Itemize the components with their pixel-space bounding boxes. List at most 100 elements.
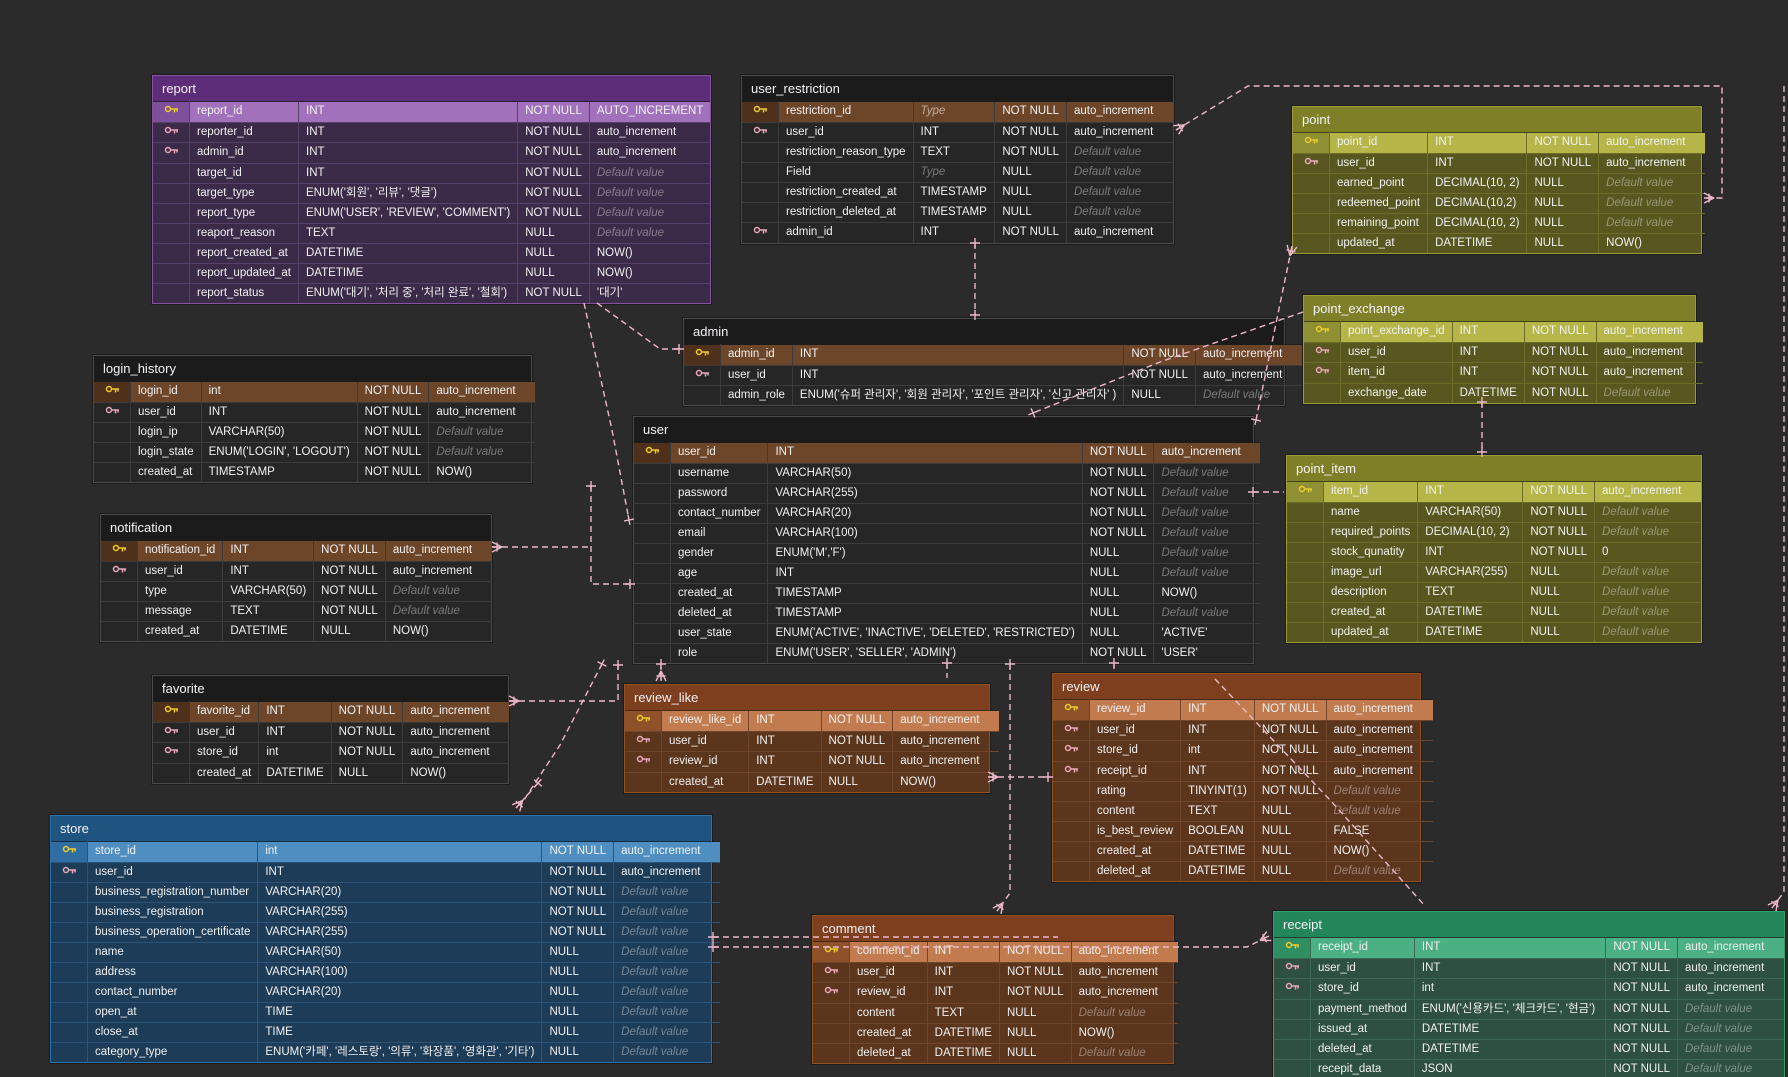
table-row[interactable]: report_updated_at DATETIME NULL NOW(): [153, 262, 711, 284]
table-row[interactable]: created_at DATETIME NULL NOW(): [1053, 841, 1433, 862]
table-row[interactable]: user_id INT NOT NULL auto_increment: [1293, 152, 1706, 174]
table-row[interactable]: reaport_reason TEXT NULL Default value: [153, 222, 711, 244]
table-row[interactable]: created_at TIMESTAMP NULL NOW(): [634, 582, 1261, 604]
table-row[interactable]: restriction_id Type NOT NULL auto_increment: [742, 101, 1173, 123]
table-row[interactable]: deleted_at DATETIME NOT NULL Default value: [1274, 1038, 1784, 1060]
table-row[interactable]: user_id INT NOT NULL auto_increment: [1274, 957, 1784, 979]
table-row[interactable]: user_id INT NOT NULL auto_increment: [153, 721, 510, 743]
table-row[interactable]: content TEXT NULL Default value: [1053, 801, 1433, 822]
table-point_item[interactable]: point_item item_id INT NOT NULL auto_increme…: [1286, 455, 1702, 643]
table-row[interactable]: user_id INT NOT NULL auto_increment: [742, 121, 1173, 143]
table-point_exchange[interactable]: point_exchange point_exchange_id INT NOT NU…: [1303, 295, 1703, 404]
table-row[interactable]: store_id int NOT NULL auto_increment: [51, 841, 721, 863]
table-row[interactable]: target_type ENUM('회원', '리뷰', '댓글') NOT NUL…: [153, 182, 711, 204]
table-row[interactable]: admin_id INT NOT NULL auto_increment: [153, 142, 711, 164]
table-row[interactable]: report_status ENUM('대기', '처리 중', '처리 완료',…: [153, 282, 711, 303]
table-row[interactable]: redeemed_point DECIMAL(10,2) NULL Default v…: [1293, 193, 1706, 214]
table-store[interactable]: store store_id int NOT NULL auto_increment us…: [50, 815, 721, 1064]
table-row[interactable]: review_like_id INT NOT NULL auto_increment: [625, 710, 1000, 732]
table-row[interactable]: recepit_data JSON NOT NULL Default value: [1274, 1058, 1784, 1077]
table-row[interactable]: earned_point DECIMAL(10, 2) NULL Default va…: [1293, 173, 1706, 194]
table-review[interactable]: review review_id INT NOT NULL auto_increment…: [1052, 673, 1433, 883]
table-row[interactable]: point_id INT NOT NULL auto_increment: [1293, 132, 1706, 154]
table-title-admin[interactable]: admin: [684, 319, 1284, 344]
table-row[interactable]: open_at TIME NULL Default value: [51, 1002, 721, 1023]
table-title-point[interactable]: point: [1293, 107, 1701, 132]
table-row[interactable]: report_id INT NOT NULL AUTO_INCREMENT: [153, 101, 711, 123]
table-row[interactable]: is_best_review BOOLEAN NULL FALSE: [1053, 821, 1433, 842]
table-row[interactable]: created_at DATETIME NULL NOW(): [625, 771, 1000, 792]
table-row[interactable]: username VARCHAR(50) NOT NULL Default value: [634, 462, 1261, 484]
table-row[interactable]: updated_at DATETIME NULL NOW(): [1293, 233, 1706, 254]
table-row[interactable]: business_registration_number VARCHAR(20) N…: [51, 882, 721, 903]
table-row[interactable]: description TEXT NULL Default value: [1287, 581, 1701, 603]
table-row[interactable]: role ENUM('USER', 'SELLER', 'ADMIN') NOT N…: [634, 642, 1261, 663]
table-row[interactable]: category_type ENUM('카페', '레스토랑', '의류', '화…: [51, 1042, 721, 1063]
table-admin[interactable]: admin admin_id INT NOT NULL auto_increment us…: [683, 318, 1302, 407]
table-title-point_item[interactable]: point_item: [1287, 456, 1701, 481]
table-row[interactable]: admin_role ENUM('슈퍼 관리자', '회원 관리자', '포인트 …: [684, 385, 1302, 406]
table-row[interactable]: user_id INT NOT NULL auto_increment: [625, 730, 1000, 752]
table-title-comment[interactable]: comment: [813, 916, 1173, 941]
table-row[interactable]: user_id INT NOT NULL auto_increment: [101, 560, 492, 582]
table-row[interactable]: deleted_at DATETIME NULL Default value: [1053, 861, 1433, 882]
table-row[interactable]: created_at TIMESTAMP NOT NULL NOW(): [94, 462, 536, 483]
table-login_history[interactable]: login_history login_id int NOT NULL auto_inc…: [93, 355, 536, 484]
table-row[interactable]: created_at DATETIME NULL Default value: [1287, 601, 1701, 623]
table-row[interactable]: exchange_date DATETIME NOT NULL Default val…: [1304, 382, 1703, 403]
table-row[interactable]: gender ENUM('M','F') NULL Default value: [634, 542, 1261, 564]
table-row[interactable]: type VARCHAR(50) NOT NULL Default value: [101, 581, 492, 602]
table-row[interactable]: Field Type NULL Default value: [742, 162, 1173, 183]
table-row[interactable]: created_at DATETIME NULL NOW(): [101, 621, 492, 642]
table-row[interactable]: user_id INT NOT NULL auto_increment: [813, 961, 1178, 983]
table-row[interactable]: password VARCHAR(255) NOT NULL Default valu…: [634, 482, 1261, 504]
table-row[interactable]: admin_id INT NOT NULL auto_increment: [684, 344, 1302, 366]
table-row[interactable]: message TEXT NOT NULL Default value: [101, 601, 492, 622]
table-row[interactable]: address VARCHAR(100) NULL Default value: [51, 962, 721, 983]
table-row[interactable]: email VARCHAR(100) NOT NULL Default value: [634, 522, 1261, 544]
table-row[interactable]: name VARCHAR(50) NOT NULL Default value: [1287, 501, 1701, 523]
table-title-store[interactable]: store: [51, 816, 711, 841]
table-user_restriction[interactable]: user_restriction restriction_id Type NOT NU…: [741, 75, 1174, 244]
table-row[interactable]: login_id int NOT NULL auto_increment: [94, 381, 536, 403]
table-row[interactable]: report_created_at DATETIME NULL NOW(): [153, 242, 711, 264]
table-row[interactable]: item_id INT NOT NULL auto_increment: [1304, 362, 1703, 384]
table-row[interactable]: review_id INT NOT NULL auto_increment: [813, 982, 1178, 1004]
table-row[interactable]: restriction_reason_type TEXT NOT NULL Defau…: [742, 142, 1173, 163]
table-row[interactable]: admin_id INT NOT NULL auto_increment: [742, 222, 1173, 243]
table-row[interactable]: report_type ENUM('USER', 'REVIEW', 'COMME…: [153, 202, 711, 224]
table-title-point_exchange[interactable]: point_exchange: [1304, 296, 1695, 321]
table-point[interactable]: point point_id INT NOT NULL auto_increment us…: [1292, 106, 1706, 255]
table-row[interactable]: deleted_at TIMESTAMP NULL Default value: [634, 602, 1261, 624]
table-user[interactable]: user user_id INT NOT NULL auto_increment user…: [633, 416, 1261, 664]
table-row[interactable]: restriction_deleted_at TIMESTAMP NULL Defau…: [742, 202, 1173, 223]
table-title-user_restriction[interactable]: user_restriction: [742, 76, 1173, 101]
table-title-review_like[interactable]: review_like: [625, 685, 989, 710]
table-row[interactable]: user_state ENUM('ACTIVE', 'INACTIVE', 'DE…: [634, 622, 1261, 644]
table-row[interactable]: user_id INT NOT NULL auto_increment: [94, 401, 536, 423]
table-row[interactable]: required_points DECIMAL(10, 2) NOT NULL Def…: [1287, 521, 1701, 543]
table-row[interactable]: restriction_created_at TIMESTAMP NULL Defau…: [742, 182, 1173, 203]
table-row[interactable]: login_state ENUM('LOGIN', 'LOGOUT') NOT NU…: [94, 442, 536, 463]
table-row[interactable]: name VARCHAR(50) NULL Default value: [51, 942, 721, 963]
table-row[interactable]: deleted_at DATETIME NULL Default value: [813, 1042, 1178, 1063]
table-row[interactable]: user_id INT NOT NULL auto_increment: [51, 861, 721, 883]
table-row[interactable]: store_id int NOT NULL auto_increment: [1274, 978, 1784, 1000]
table-row[interactable]: target_id INT NOT NULL Default value: [153, 162, 711, 184]
table-row[interactable]: image_url VARCHAR(255) NULL Default value: [1287, 561, 1701, 583]
table-row[interactable]: item_id INT NOT NULL auto_increment: [1287, 481, 1701, 503]
table-row[interactable]: payment_method ENUM('신용카드', '체크카드', '현금')…: [1274, 998, 1784, 1020]
table-row[interactable]: rating TINYINT(1) NOT NULL Default value: [1053, 781, 1433, 802]
table-row[interactable]: stock_qunatity INT NOT NULL 0: [1287, 541, 1701, 563]
table-row[interactable]: review_id INT NOT NULL auto_increment: [625, 751, 1000, 773]
table-favorite[interactable]: favorite favorite_id INT NOT NULL auto_incre…: [152, 675, 510, 784]
table-row[interactable]: user_id INT NOT NULL auto_increment: [684, 364, 1302, 386]
table-row[interactable]: age INT NULL Default value: [634, 562, 1261, 584]
table-row[interactable]: created_at DATETIME NULL NOW(): [813, 1022, 1178, 1044]
table-row[interactable]: business_operation_certificate VARCHAR(25…: [51, 922, 721, 943]
table-row[interactable]: reporter_id INT NOT NULL auto_increment: [153, 121, 711, 143]
table-row[interactable]: login_ip VARCHAR(50) NOT NULL Default value: [94, 422, 536, 443]
table-row[interactable]: remaining_point DECIMAL(10, 2) NULL Default…: [1293, 213, 1706, 234]
table-title-review[interactable]: review: [1053, 674, 1420, 699]
